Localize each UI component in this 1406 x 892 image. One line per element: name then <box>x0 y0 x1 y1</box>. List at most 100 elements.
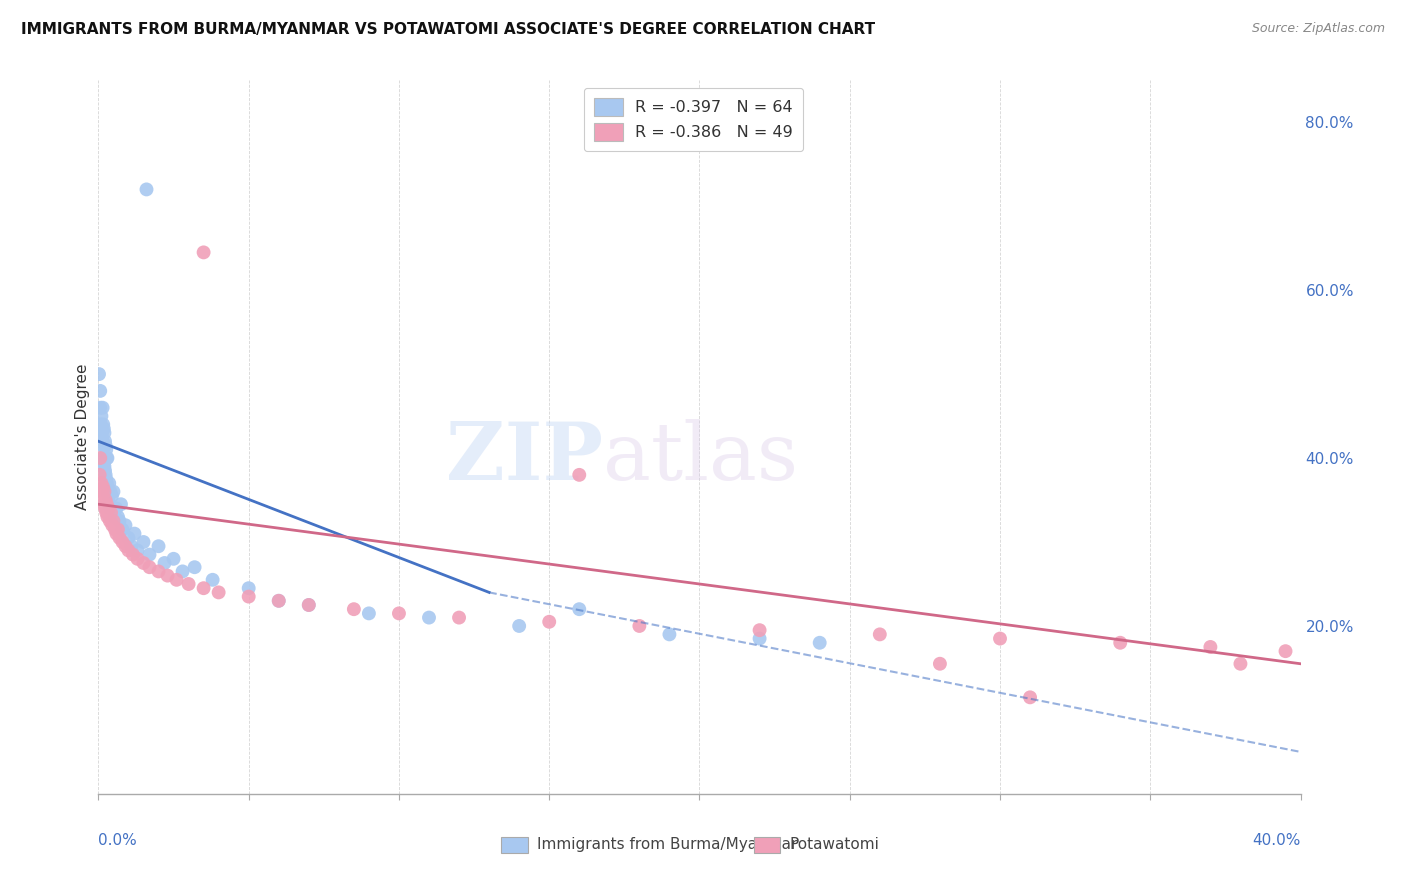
Point <box>93 422 115 436</box>
Point <box>91 489 114 503</box>
Point <box>93 425 115 440</box>
Point <box>343 602 366 616</box>
Point <box>568 602 591 616</box>
Point <box>101 501 124 516</box>
Point <box>91 434 114 449</box>
Point <box>869 627 891 641</box>
Point <box>94 464 117 478</box>
Point <box>117 531 139 545</box>
Point <box>98 476 121 491</box>
Point <box>96 480 118 494</box>
Point <box>508 619 530 633</box>
Point <box>91 480 114 494</box>
Point <box>101 518 124 533</box>
Point <box>100 501 122 516</box>
Point <box>298 598 321 612</box>
Point <box>96 442 118 457</box>
Point <box>90 409 112 423</box>
Point <box>124 526 146 541</box>
Point <box>1109 636 1132 650</box>
Point <box>91 401 114 415</box>
FancyBboxPatch shape <box>754 838 780 853</box>
Point <box>929 657 952 671</box>
Point <box>114 518 136 533</box>
Point <box>172 565 194 579</box>
Point <box>108 514 131 528</box>
Point <box>114 539 136 553</box>
Point <box>96 476 118 491</box>
Point <box>127 543 149 558</box>
Point <box>96 497 118 511</box>
Point <box>105 501 128 516</box>
Point <box>94 438 117 452</box>
Point <box>111 535 134 549</box>
Point <box>87 367 110 381</box>
Point <box>104 523 127 537</box>
Point <box>1019 690 1042 705</box>
Point <box>91 417 114 432</box>
Point <box>267 594 290 608</box>
Point <box>122 548 145 562</box>
Point <box>94 493 117 508</box>
Point <box>93 484 115 499</box>
Point <box>538 615 561 629</box>
Legend: R = -0.397   N = 64, R = -0.386   N = 49: R = -0.397 N = 64, R = -0.386 N = 49 <box>585 88 803 151</box>
Point <box>96 506 118 520</box>
Point <box>1274 644 1296 658</box>
Point <box>177 577 200 591</box>
Point <box>748 632 770 646</box>
Point <box>104 509 127 524</box>
Point <box>135 182 157 196</box>
Point <box>89 417 111 432</box>
Point <box>1229 657 1251 671</box>
Point <box>132 535 155 549</box>
Point <box>193 581 215 595</box>
Point <box>91 438 114 452</box>
Point <box>357 607 380 621</box>
Text: ZIP: ZIP <box>446 419 603 498</box>
Point <box>105 526 128 541</box>
Point <box>94 434 117 449</box>
Text: Immigrants from Burma/Myanmar: Immigrants from Burma/Myanmar <box>537 837 797 852</box>
Point <box>138 560 160 574</box>
Point <box>97 484 120 499</box>
Point <box>121 539 143 553</box>
Point <box>97 489 120 503</box>
Point <box>89 401 111 415</box>
Point <box>138 548 160 562</box>
Point <box>166 573 188 587</box>
Point <box>108 531 131 545</box>
Point <box>91 484 114 499</box>
Point <box>988 632 1011 646</box>
Point <box>298 598 321 612</box>
Point <box>193 245 215 260</box>
Point <box>238 590 260 604</box>
Point <box>238 581 260 595</box>
Point <box>117 543 139 558</box>
Text: atlas: atlas <box>603 419 799 498</box>
Point <box>100 506 122 520</box>
Point <box>658 627 681 641</box>
Y-axis label: Associate's Degree: Associate's Degree <box>75 364 90 510</box>
Point <box>107 509 129 524</box>
Point <box>89 467 111 482</box>
Point <box>93 459 115 474</box>
Point <box>628 619 651 633</box>
FancyBboxPatch shape <box>501 838 527 853</box>
Text: Potawatomi: Potawatomi <box>790 837 880 852</box>
Point <box>183 560 205 574</box>
Point <box>100 484 122 499</box>
Point <box>132 556 155 570</box>
Point <box>94 501 117 516</box>
Point <box>153 556 176 570</box>
Text: 40.0%: 40.0% <box>1253 833 1301 848</box>
Point <box>111 523 134 537</box>
Point <box>748 623 770 637</box>
Point <box>89 451 111 466</box>
Point <box>148 565 170 579</box>
Point <box>267 594 290 608</box>
Point <box>96 451 118 466</box>
Point <box>103 484 125 499</box>
Point <box>1199 640 1222 654</box>
Point <box>96 509 118 524</box>
